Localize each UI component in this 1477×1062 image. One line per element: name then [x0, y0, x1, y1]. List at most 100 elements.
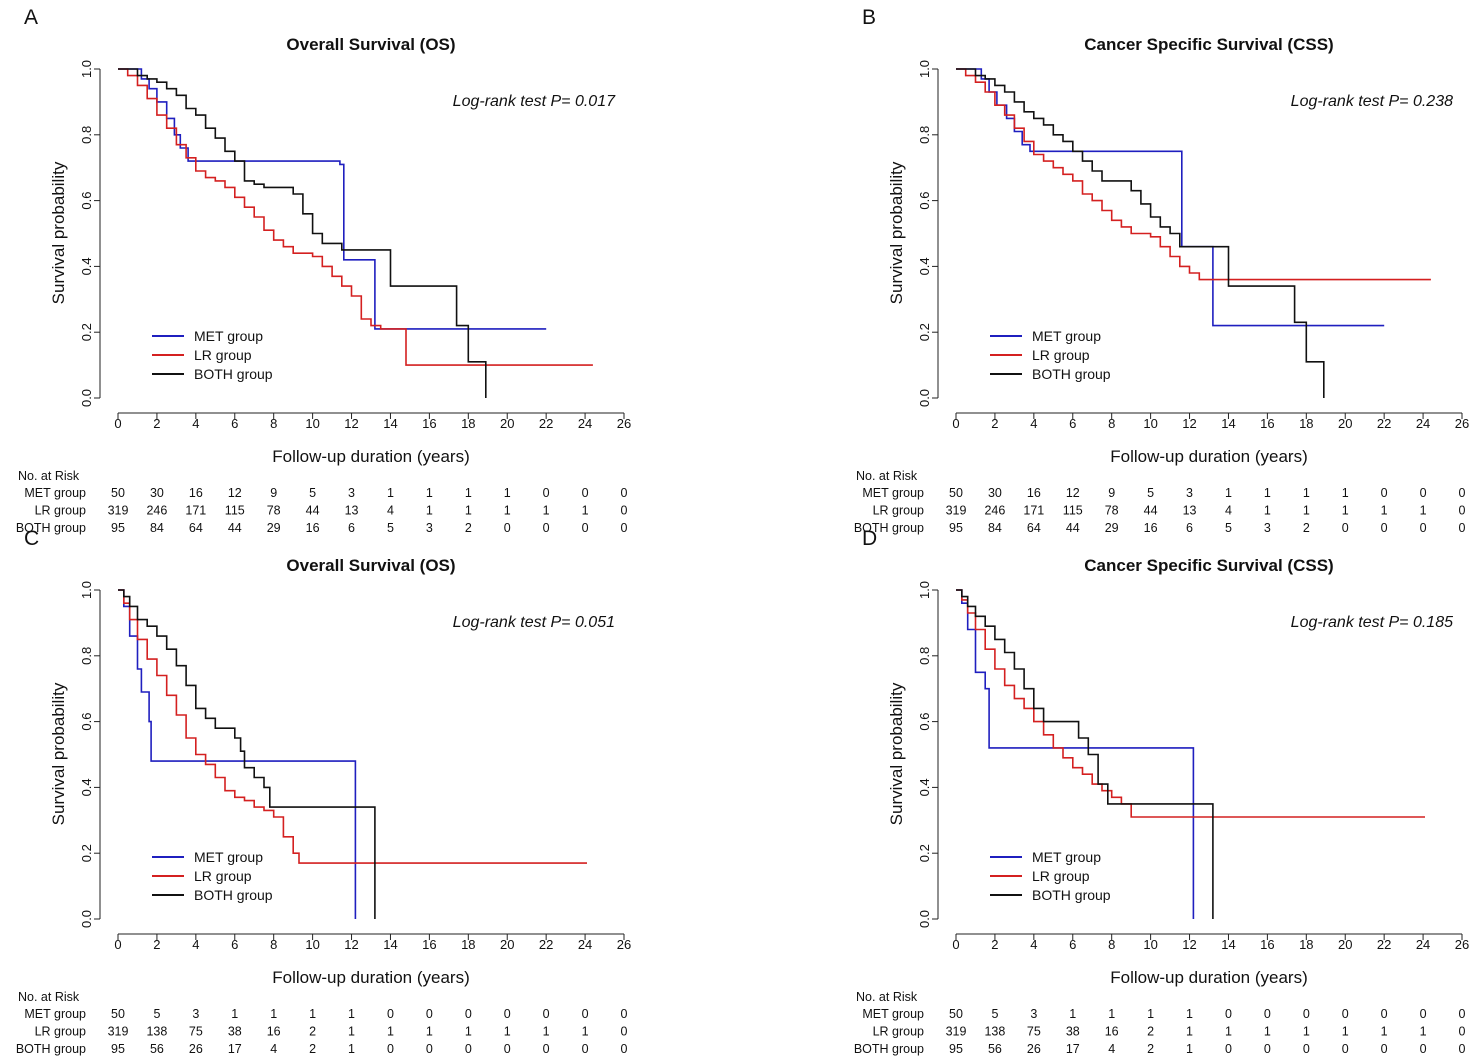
x-tick-label: 4 [192, 937, 199, 952]
risk-cell: 16 [1027, 486, 1041, 500]
x-tick-label: 22 [1377, 937, 1391, 952]
risk-cell: 1 [543, 1025, 550, 1039]
x-tick-label: 14 [1221, 416, 1235, 431]
risk-cell: 16 [189, 486, 203, 500]
risk-table-header: No. at Risk [18, 990, 80, 1004]
risk-row-label: MET group [862, 486, 924, 500]
risk-cell: 1 [1186, 1007, 1193, 1021]
x-tick-label: 12 [1182, 937, 1196, 952]
risk-cell: 26 [189, 1042, 203, 1056]
risk-cell: 0 [504, 1007, 511, 1021]
risk-cell: 95 [111, 1042, 125, 1056]
risk-cell: 0 [1459, 1007, 1466, 1021]
survival-curve-lr-group [118, 68, 593, 366]
survival-curve-both-group [956, 68, 1325, 398]
risk-cell: 1 [1303, 1025, 1310, 1039]
risk-cell: 0 [582, 486, 589, 500]
y-tick-label: 0.8 [79, 647, 94, 665]
panel-label: A [24, 6, 38, 29]
x-tick-label: 10 [305, 937, 319, 952]
risk-cell: 1 [1342, 1025, 1349, 1039]
risk-cell: 44 [1144, 504, 1158, 518]
risk-row-label: LR group [873, 1025, 924, 1039]
risk-cell: 78 [1105, 504, 1119, 518]
risk-cell: 171 [1023, 504, 1044, 518]
y-tick-label: 0.2 [79, 323, 94, 341]
risk-cell: 1 [1342, 486, 1349, 500]
risk-cell: 4 [1108, 1042, 1115, 1056]
risk-cell: 0 [582, 1042, 589, 1056]
risk-row-label: BOTH group [854, 521, 924, 535]
risk-cell: 2 [1147, 1042, 1154, 1056]
risk-cell: 1 [1108, 1007, 1115, 1021]
risk-cell: 3 [1030, 1007, 1037, 1021]
risk-cell: 1 [1069, 1007, 1076, 1021]
risk-cell: 0 [1459, 1025, 1466, 1039]
risk-cell: 2 [465, 521, 472, 535]
risk-cell: 13 [1183, 504, 1197, 518]
risk-cell: 1 [504, 504, 511, 518]
risk-cell: 0 [1264, 1007, 1271, 1021]
x-tick-label: 24 [578, 416, 592, 431]
x-tick-label: 14 [383, 937, 397, 952]
legend-label: BOTH group [1032, 887, 1111, 903]
risk-cell: 0 [1342, 1042, 1349, 1056]
risk-cell: 0 [426, 1007, 433, 1021]
risk-cell: 12 [228, 486, 242, 500]
risk-row-label: MET group [24, 1007, 86, 1021]
risk-cell: 1 [1264, 486, 1271, 500]
risk-cell: 0 [621, 521, 628, 535]
x-tick-label: 2 [991, 937, 998, 952]
y-axis-label: Survival probability [887, 682, 906, 825]
risk-cell: 0 [1342, 1007, 1349, 1021]
risk-cell: 50 [949, 486, 963, 500]
risk-cell: 12 [1066, 486, 1080, 500]
chart-title: Cancer Specific Survival (CSS) [1084, 556, 1333, 575]
risk-cell: 0 [1420, 486, 1427, 500]
risk-cell: 5 [309, 486, 316, 500]
risk-cell: 1 [348, 1025, 355, 1039]
risk-cell: 84 [150, 521, 164, 535]
risk-cell: 1 [1381, 1025, 1388, 1039]
risk-cell: 0 [1303, 1007, 1310, 1021]
risk-cell: 6 [348, 521, 355, 535]
legend-label: BOTH group [194, 887, 273, 903]
x-tick-label: 4 [1030, 937, 1037, 952]
risk-cell: 95 [111, 521, 125, 535]
legend-label: LR group [194, 868, 252, 884]
risk-cell: 319 [108, 504, 129, 518]
x-tick-label: 8 [1108, 937, 1115, 952]
risk-cell: 44 [228, 521, 242, 535]
risk-row-label: BOTH group [854, 1042, 924, 1056]
risk-cell: 1 [387, 1025, 394, 1039]
y-tick-label: 1.0 [917, 581, 932, 599]
risk-cell: 1 [465, 1025, 472, 1039]
risk-cell: 138 [146, 1025, 167, 1039]
risk-cell: 319 [946, 1025, 967, 1039]
x-tick-label: 18 [1299, 416, 1313, 431]
risk-cell: 3 [348, 486, 355, 500]
risk-row-label: LR group [35, 1025, 86, 1039]
risk-cell: 0 [1459, 504, 1466, 518]
x-axis-label: Follow-up duration (years) [1110, 447, 1307, 466]
y-tick-label: 0.4 [917, 778, 932, 796]
x-tick-label: 20 [500, 937, 514, 952]
risk-table-header: No. at Risk [18, 469, 80, 483]
risk-cell: 2 [309, 1042, 316, 1056]
y-tick-label: 1.0 [917, 60, 932, 78]
panel-d: D Cancer Specific Survival (CSS) 0.0 0.2 0.4… [854, 527, 1469, 1056]
risk-cell: 0 [582, 1007, 589, 1021]
survival-curve-lr-group [956, 589, 1425, 818]
risk-cell: 38 [1066, 1025, 1080, 1039]
x-tick-label: 0 [114, 937, 121, 952]
risk-cell: 0 [465, 1042, 472, 1056]
risk-cell: 29 [1105, 521, 1119, 535]
x-tick-label: 8 [270, 416, 277, 431]
risk-cell: 2 [1147, 1025, 1154, 1039]
risk-cell: 1 [1147, 1007, 1154, 1021]
x-tick-label: 22 [539, 937, 553, 952]
risk-cell: 1 [348, 1042, 355, 1056]
x-tick-label: 20 [1338, 937, 1352, 952]
x-tick-label: 16 [1260, 416, 1274, 431]
